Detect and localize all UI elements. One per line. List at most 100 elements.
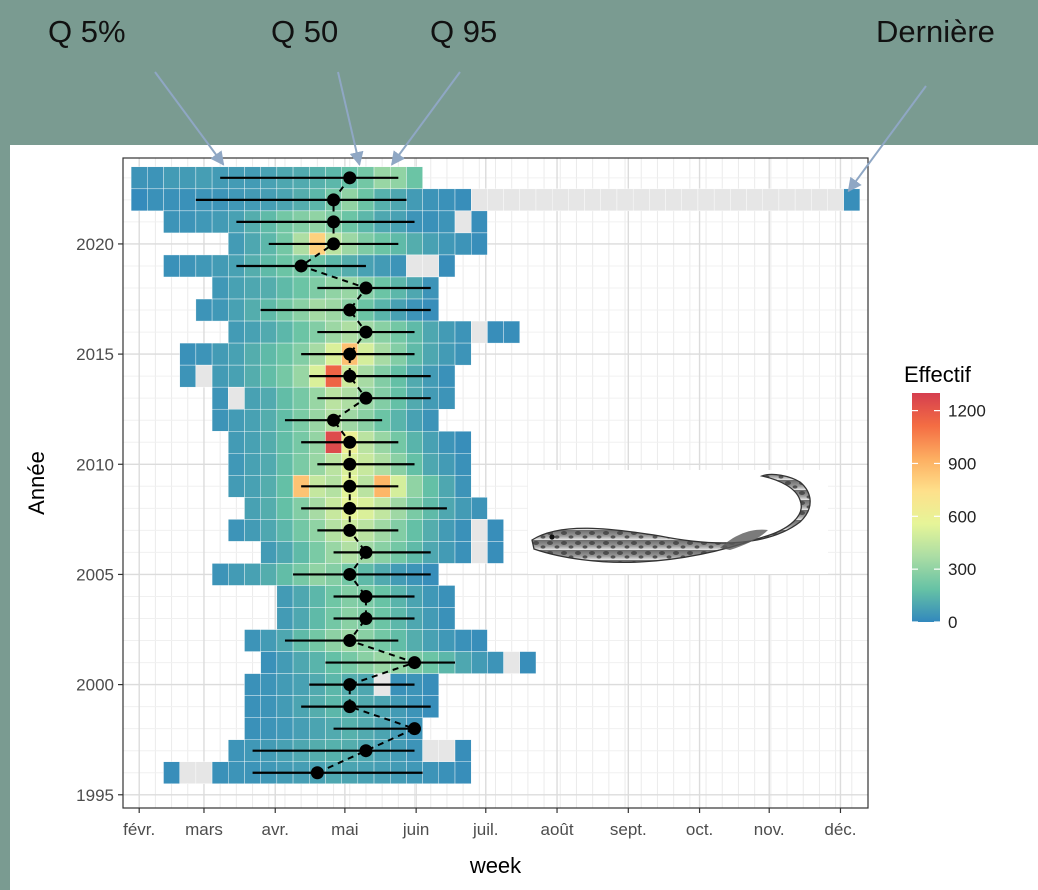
heatmap-tile	[406, 475, 423, 498]
callout-arrow	[337, 71, 364, 166]
heatmap-tile	[503, 188, 520, 212]
heatmap-tile	[244, 519, 261, 542]
heatmap-tile	[454, 651, 472, 674]
heatmap-tile	[260, 276, 278, 300]
median-points	[294, 171, 422, 780]
x-tick-label: oct.	[686, 820, 713, 839]
heatmap-tile	[130, 166, 148, 190]
heatmap-tile	[309, 717, 326, 740]
heatmap-tile	[438, 210, 456, 234]
heatmap-tile	[260, 519, 278, 542]
heatmap-tile	[163, 210, 180, 234]
heatmap-tile	[406, 166, 423, 190]
heatmap-tile	[244, 342, 261, 366]
heatmap-tile	[260, 364, 278, 388]
x-tick-label: mai	[331, 820, 358, 839]
median-point	[343, 435, 357, 449]
heatmap-tile	[195, 298, 213, 322]
heatmap-tile	[730, 188, 747, 212]
heatmap-tile	[244, 431, 261, 454]
heatmap-tile	[438, 761, 456, 784]
callout-arrow	[154, 71, 225, 166]
heatmap-tile	[438, 739, 456, 762]
heatmap-tile	[778, 188, 796, 212]
heatmap-tile	[276, 386, 294, 410]
median-point	[359, 545, 373, 559]
heatmap-tile	[503, 320, 520, 344]
heatmap-tile	[276, 673, 294, 696]
x-axis-title: week	[469, 853, 522, 878]
heatmap-tile	[292, 276, 310, 300]
heatmap-tile	[179, 188, 197, 212]
heatmap-tile	[276, 717, 294, 740]
heatmap-tile	[584, 188, 601, 212]
y-tick-label: 1995	[76, 786, 114, 805]
heatmap-tile	[422, 475, 440, 498]
heatmap-tile	[471, 651, 488, 674]
heatmap-tile	[438, 188, 456, 212]
heatmap-tile	[244, 717, 261, 740]
median-point	[343, 700, 357, 714]
heatmap-tile	[487, 188, 504, 212]
heatmap-tile	[454, 342, 472, 366]
heatmap-tile	[406, 519, 423, 542]
heatmap-tile	[406, 232, 423, 256]
median-point	[408, 656, 422, 670]
heatmap-tile	[244, 673, 261, 696]
heatmap-tile	[211, 254, 229, 278]
heatmap-tile	[228, 563, 245, 586]
heatmap-tile	[438, 541, 456, 564]
heatmap-tile	[244, 563, 261, 586]
callout-arrow	[847, 85, 927, 193]
heatmap-tile	[195, 342, 213, 366]
heatmap-tile	[260, 563, 278, 586]
heatmap-tile	[260, 673, 278, 696]
heatmap-tile	[551, 188, 569, 212]
heatmap-tile	[519, 651, 537, 674]
heatmap-tile	[260, 541, 278, 564]
heatmap-tile	[292, 519, 310, 542]
heatmap-tile	[260, 453, 278, 476]
heatmap-tile	[454, 475, 472, 498]
heatmap-tile	[568, 188, 585, 212]
callout-last: Dernière	[876, 14, 995, 49]
heatmap-tiles	[130, 166, 861, 784]
heatmap-tile	[228, 342, 245, 366]
heatmap-tile	[211, 210, 229, 234]
heatmap-tile	[406, 254, 423, 278]
heatmap-tile	[276, 519, 294, 542]
heatmap-tile	[211, 298, 229, 322]
heatmap-tile	[211, 342, 229, 366]
heatmap-tile	[276, 320, 294, 344]
y-tick-label: 2010	[76, 455, 114, 474]
callout-q5: Q 5%	[48, 14, 126, 49]
heatmap-tile	[228, 761, 245, 784]
heatmap-tile	[487, 519, 504, 542]
heatmap-tile	[746, 188, 763, 212]
heatmap-tile	[276, 541, 294, 564]
heatmap-tile	[211, 364, 229, 388]
heatmap-tile	[471, 320, 488, 344]
heatmap-tile	[244, 276, 261, 300]
median-point	[343, 303, 357, 317]
heatmap-tile	[260, 695, 278, 718]
plot-border	[122, 157, 869, 809]
heatmap-tile	[147, 166, 164, 190]
x-tick-label: sept.	[610, 820, 647, 839]
heatmap-tile	[276, 453, 294, 476]
callout-q50: Q 50	[271, 14, 339, 49]
heatmap-tile	[292, 386, 310, 410]
legend-tick-label: 900	[948, 454, 976, 473]
x-tick-label: juin	[402, 820, 429, 839]
callout-arrow	[391, 71, 461, 166]
legend-tick-label: 1200	[948, 402, 986, 421]
heatmap-tile	[228, 408, 245, 432]
median-point	[327, 193, 341, 207]
heatmap-tile	[600, 188, 618, 212]
heatmap-tile	[487, 541, 504, 564]
y-tick-label: 2015	[76, 345, 114, 364]
x-tick-label: mars	[185, 820, 223, 839]
heatmap-tile	[503, 651, 520, 674]
legend: Effectif 0 300 600 900 1200	[904, 362, 986, 632]
